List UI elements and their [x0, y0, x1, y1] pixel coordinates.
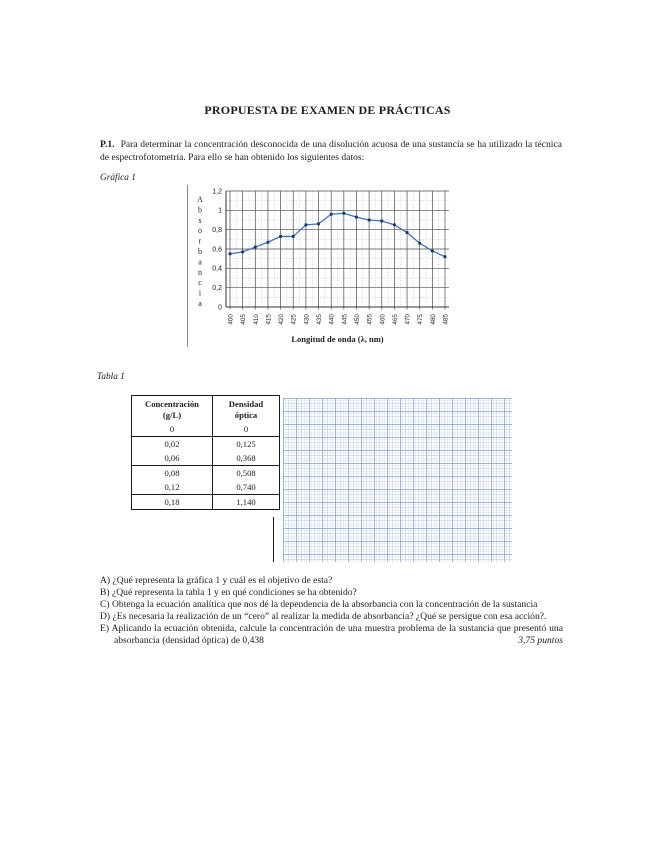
- svg-text:1,2: 1,2: [212, 188, 222, 195]
- svg-text:430: 430: [303, 314, 310, 325]
- table-header-cell: Densidad óptica: [212, 395, 280, 423]
- table-cell: 0,368: [212, 451, 280, 467]
- svg-text:455: 455: [367, 314, 374, 325]
- svg-text:0: 0: [218, 304, 222, 311]
- problem-text: Para determinar la concentración descono…: [100, 139, 562, 163]
- table-header-row: Concentración (g/L) Densidad óptica: [132, 395, 280, 423]
- svg-text:b: b: [198, 247, 202, 256]
- table-row: 0,08 0,508: [132, 465, 280, 481]
- question-text: ¿Qué representa la gráfica 1 y cuál es e…: [112, 575, 333, 586]
- problem-statement: P.1. Para determinar la concentración des…: [100, 139, 562, 164]
- svg-text:445: 445: [341, 314, 348, 325]
- question-label: B): [100, 587, 112, 598]
- question-item: E) Aplicando la ecuación obtenida, calcu…: [100, 623, 563, 647]
- svg-text:0,4: 0,4: [212, 266, 222, 273]
- table-cell: 1,140: [212, 494, 280, 511]
- svg-text:470: 470: [405, 314, 412, 325]
- table-cell: 0,125: [212, 436, 280, 452]
- question-text: Obtenga la ecuación analítica que nos dé…: [112, 599, 538, 610]
- svg-text:450: 450: [354, 314, 361, 325]
- questions-list: A) ¿Qué representa la gráfica 1 y cuál e…: [100, 575, 563, 647]
- svg-text:0,2: 0,2: [212, 285, 222, 292]
- question-item: C) Obtenga la ecuación analítica que nos…: [100, 599, 563, 611]
- absorbance-chart-figure: 0 0,2 0,4 0,6 0,8 1 1,2 400 405 410 415 420 425 430 43…: [187, 185, 500, 347]
- table-row: 0,06 0,368: [131, 451, 280, 467]
- svg-text:0,6: 0,6: [212, 246, 222, 253]
- absorbance-chart-svg: 0 0,2 0,4 0,6 0,8 1 1,2 400 405 410 415 420 425 430 43…: [197, 188, 450, 344]
- table-cell: 0,08: [164, 468, 180, 479]
- svg-text:465: 465: [392, 314, 399, 325]
- svg-text:1: 1: [218, 208, 222, 215]
- question-item: D) ¿Es necesaria la realización de un “c…: [100, 611, 563, 623]
- svg-text:b: b: [198, 205, 202, 214]
- svg-text:435: 435: [316, 314, 323, 325]
- table-cell: 0,18: [131, 494, 213, 511]
- table-header-cell: Concentración (g/L): [145, 399, 199, 420]
- table-cell: 0,740: [212, 480, 280, 496]
- points-label: 3,75 puntos: [512, 635, 563, 647]
- table-cell: 0,508: [212, 465, 280, 481]
- svg-text:n: n: [198, 268, 202, 277]
- svg-text:460: 460: [379, 314, 386, 325]
- svg-text:A: A: [197, 195, 203, 204]
- table-cell: 0,12: [131, 480, 213, 496]
- svg-text:420: 420: [278, 314, 285, 325]
- svg-text:415: 415: [265, 314, 272, 325]
- table-right-border-extension: [273, 517, 275, 562]
- svg-text:a: a: [198, 257, 202, 266]
- table-cell: 0: [212, 422, 280, 438]
- question-text: Aplicando la ecuación obtenida, calcule …: [111, 623, 563, 646]
- question-label: A): [100, 575, 113, 586]
- svg-text:i: i: [199, 289, 202, 298]
- svg-text:440: 440: [329, 314, 336, 325]
- question-text: ¿Qué representa la tabla 1 y en qué cond…: [112, 587, 357, 598]
- question-label: C): [100, 599, 112, 610]
- question-label: D): [100, 611, 113, 622]
- table-cell: 0,02: [164, 439, 180, 450]
- table-row: 0,12 0,740: [131, 480, 280, 496]
- problem-label: P.1.: [100, 139, 115, 150]
- question-label: E): [100, 623, 112, 634]
- svg-text:s: s: [198, 216, 201, 225]
- figure-caption: Gráfica 1: [100, 173, 136, 183]
- svg-text:400: 400: [228, 314, 235, 325]
- table-cell: 0,06: [131, 451, 213, 467]
- table-caption: Tabla 1: [97, 372, 125, 382]
- svg-text:480: 480: [430, 314, 437, 325]
- svg-text:475: 475: [417, 314, 424, 325]
- svg-text:c: c: [198, 278, 202, 287]
- svg-text:o: o: [198, 226, 202, 235]
- question-item: B) ¿Qué representa la tabla 1 y en qué c…: [100, 587, 563, 599]
- svg-text:a: a: [198, 299, 202, 308]
- graph-paper-grid: [283, 398, 512, 562]
- data-table: Concentración (g/L) Densidad óptica 0 0 0,0…: [131, 395, 280, 511]
- question-item: A) ¿Qué representa la gráfica 1 y cuál e…: [100, 575, 563, 587]
- table-row: 0,02 0,125: [132, 436, 280, 452]
- page-title: PROPUESTA DE EXAMEN DE PRÁCTICAS: [204, 103, 451, 117]
- svg-text:410: 410: [253, 314, 260, 325]
- table-row: 0,18 1,140: [131, 494, 280, 511]
- question-text: ¿Es necesaria la realización de un “cero…: [112, 611, 547, 622]
- svg-text:Longitud de onda (λ, nm): Longitud de onda (λ, nm): [291, 334, 383, 344]
- svg-text:485: 485: [443, 314, 450, 325]
- svg-text:425: 425: [291, 314, 298, 325]
- table-cell: 0: [131, 422, 213, 438]
- svg-text:r: r: [199, 237, 202, 246]
- svg-text:405: 405: [240, 314, 247, 325]
- table-body: 0 0 0,02 0,125 0,06 0,368 0,08 0,508 0,12 0,740 0,…: [131, 422, 280, 511]
- svg-text:0,8: 0,8: [212, 227, 222, 234]
